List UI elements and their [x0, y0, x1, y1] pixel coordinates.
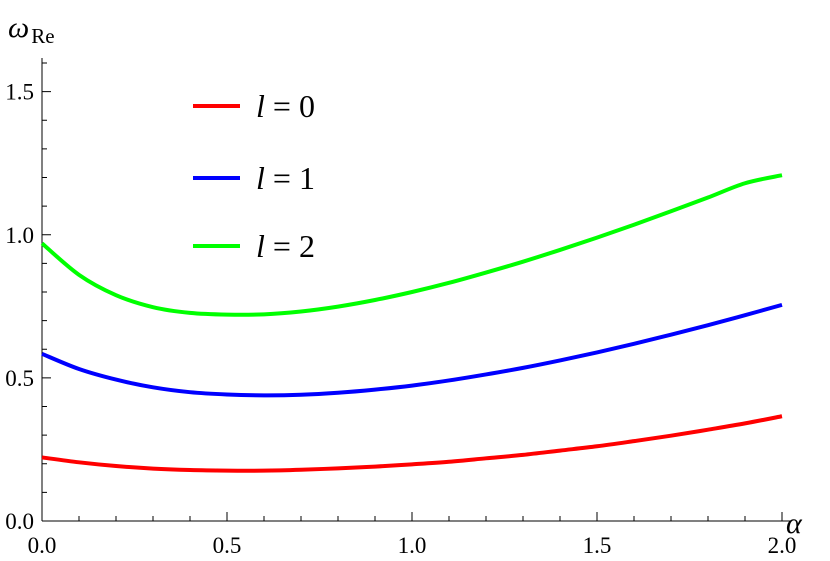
legend: l = 0 l = 1 l = 2 — [193, 88, 315, 264]
y-tick-label: 0.5 — [5, 366, 34, 391]
series-line-l1 — [41, 302, 783, 398]
x-tick-label: 0.5 — [213, 533, 242, 558]
y-axis-label: ωRe — [8, 11, 55, 48]
x-tick-label: 1.5 — [583, 533, 612, 558]
axis-ticks: 0.0 0.5 1.0 1.5 2.0 0.0 0.5 1.0 1.5 — [5, 62, 797, 558]
series-line-l0 — [41, 414, 783, 473]
y-tick-label: 1.5 — [5, 80, 34, 105]
y-tick-label: 1.0 — [5, 223, 34, 248]
x-tick-label: 2.0 — [768, 533, 797, 558]
legend-label-l0: l = 0 — [256, 88, 315, 124]
axes-frame — [41, 58, 790, 522]
x-tick-label: 1.0 — [398, 533, 427, 558]
legend-label-l2: l = 2 — [256, 228, 315, 264]
series-lines — [40, 173, 783, 473]
x-axis-label: α — [786, 507, 803, 540]
legend-label-l1: l = 1 — [256, 160, 315, 196]
y-tick-label: 0.0 — [5, 509, 34, 534]
series-line-l2 — [40, 173, 783, 317]
x-tick-label: 0.0 — [28, 533, 57, 558]
